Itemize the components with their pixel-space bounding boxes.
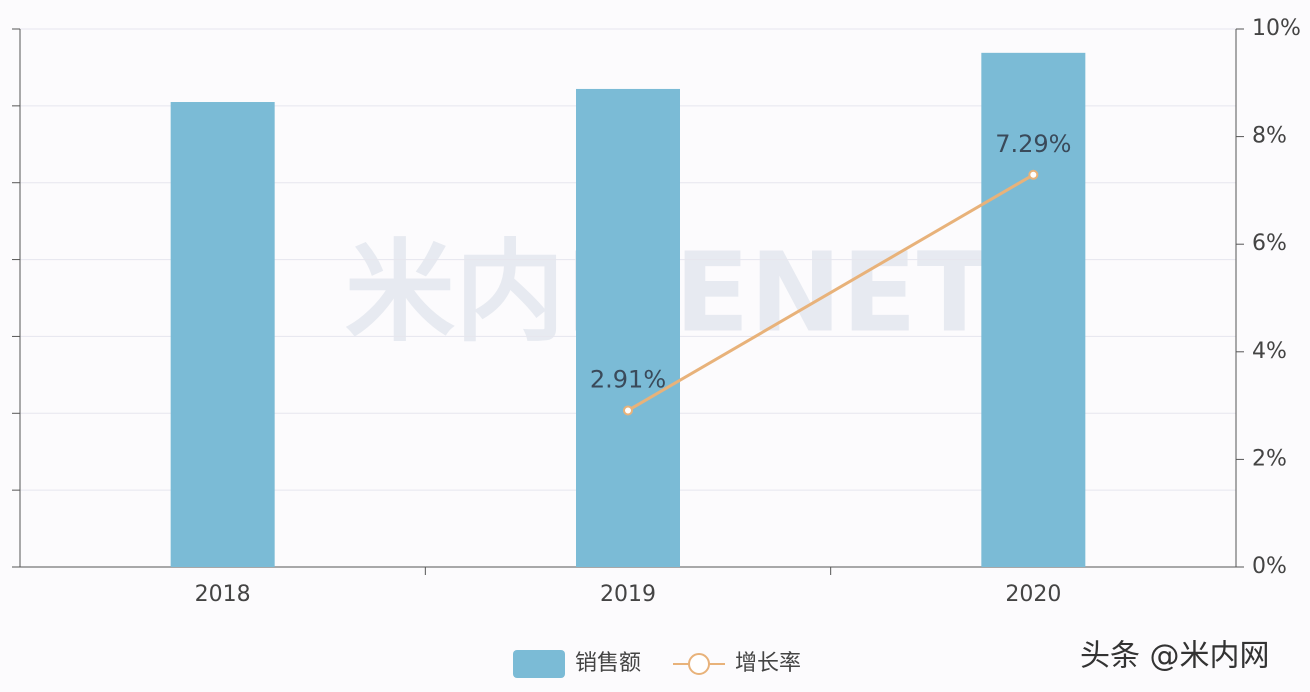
point (623, 405, 633, 416)
legend-label: 销售额 (575, 651, 641, 676)
point (1028, 169, 1039, 180)
legend-label: 增长率 (735, 651, 801, 676)
y2-tick-label: 8% (1252, 124, 1287, 149)
value-label: 2.91% (590, 365, 666, 393)
x-tick-label: 2018 (195, 582, 251, 607)
y2-tick-label: 2% (1252, 446, 1287, 471)
y2-tick-label: 6% (1252, 231, 1287, 256)
bar (981, 52, 1086, 568)
line (627, 173, 1035, 412)
x-tick-label: 2019 (600, 582, 656, 607)
y2-tick-label: 10% (1252, 16, 1301, 41)
bar (170, 102, 275, 567)
value-label: 7.29% (995, 130, 1071, 158)
y2-tick-label: 0% (1252, 554, 1287, 579)
legend-swatch (513, 650, 565, 678)
y2-tick-label: 4% (1252, 339, 1287, 364)
legend-marker (688, 653, 710, 675)
bar (576, 88, 680, 567)
source: 头条 @米内网 (1080, 639, 1270, 674)
x-tick-label: 2020 (1005, 582, 1061, 607)
